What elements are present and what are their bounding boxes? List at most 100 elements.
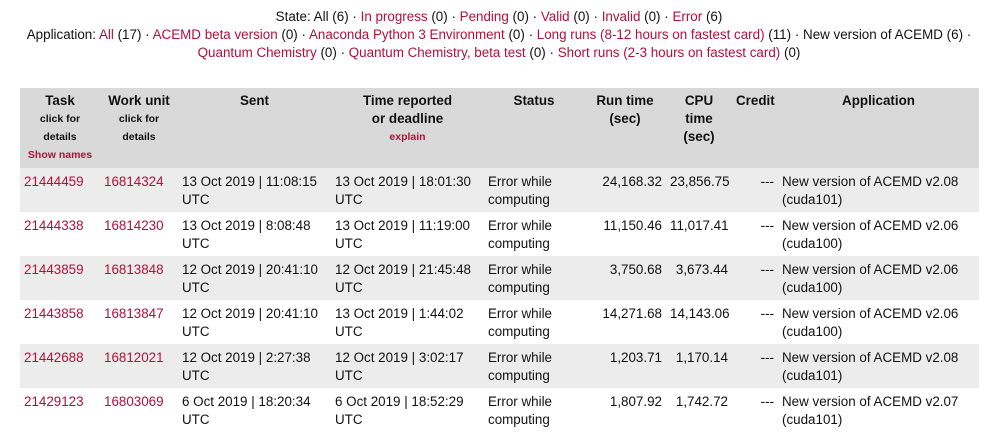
sent-column-header: Sent: [178, 88, 331, 168]
filter-option[interactable]: Quantum Chemistry: [197, 45, 317, 60]
filter-option[interactable]: All: [98, 27, 114, 42]
workunit-id-link[interactable]: 16803069: [104, 394, 164, 409]
filter-count: (0): [281, 27, 298, 42]
filter-option[interactable]: Anaconda Python 3 Environment: [308, 27, 505, 42]
workunit-id-link[interactable]: 16813848: [104, 262, 164, 277]
status-text: Error while: [488, 174, 552, 189]
application-name: New version of ACEMD v2.08: [782, 174, 959, 189]
task-id-link[interactable]: 21443859: [24, 262, 84, 277]
table-cell: Error while computing: [484, 300, 584, 344]
application-name: New version of ACEMD v2.07: [782, 394, 959, 409]
status-text: Error while: [488, 350, 552, 365]
status-text-cont: computing: [488, 368, 550, 383]
sent-tz: UTC: [182, 236, 210, 251]
state-filter-label: State:: [275, 9, 311, 24]
credit-header-label: Credit: [736, 93, 775, 108]
table-cell: Error while computing: [484, 388, 584, 432]
application-filter-label: Application:: [26, 27, 96, 42]
explain-link[interactable]: explain: [389, 131, 426, 143]
table-cell: 12 Oct 2019 | 20:41:10 UTC: [178, 256, 331, 300]
table-cell: 13 Oct 2019 | 1:44:02 UTC: [331, 300, 484, 344]
workunit-id-link[interactable]: 16814324: [104, 174, 164, 189]
show-names-link[interactable]: Show names: [27, 149, 93, 161]
status-text: Error while: [488, 218, 552, 233]
reported-time: 13 Oct 2019 | 1:44:02: [335, 306, 464, 321]
cpu-time-value: 1,170.14: [675, 350, 728, 365]
filter-option[interactable]: Short runs (2-3 hours on fastest card): [557, 45, 781, 60]
application-plan: (cuda100): [782, 280, 843, 295]
reported-header-line1: Time reported: [362, 93, 453, 108]
reported-time: 6 Oct 2019 | 18:52:29: [335, 394, 464, 409]
application-name: New version of ACEMD v2.08: [782, 350, 959, 365]
sent-tz: UTC: [182, 280, 210, 295]
filter-count: (0): [644, 9, 661, 24]
sent-time: 13 Oct 2019 | 11:08:15: [182, 174, 318, 189]
table-cell: New version of ACEMD v2.08 (cuda101): [778, 168, 979, 212]
reported-time: 12 Oct 2019 | 3:02:17: [335, 350, 464, 365]
table-cell: 16803069: [100, 388, 178, 432]
run-time-value: 1,807.92: [609, 394, 662, 409]
table-cell: 21443859: [20, 256, 100, 300]
workunit-header-sub2: details: [122, 131, 156, 143]
filter-option[interactable]: Long runs (8-12 hours on fastest card): [536, 27, 765, 42]
filter-separator: ·: [532, 9, 538, 24]
table-cell: 16812021: [100, 344, 178, 388]
workunit-id-link[interactable]: 16814230: [104, 218, 164, 233]
reported-tz: UTC: [335, 412, 363, 427]
table-cell: Error while computing: [484, 212, 584, 256]
filter-count: (6): [332, 9, 349, 24]
task-column-header: Task click for details Show names: [20, 88, 100, 168]
table-cell: 21444459: [20, 168, 100, 212]
filter-separator: ·: [451, 9, 456, 24]
status-header-label: Status: [513, 93, 555, 108]
table-cell: 13 Oct 2019 | 11:19:00 UTC: [331, 212, 484, 256]
filter-separator: ·: [593, 9, 598, 24]
application-name: New version of ACEMD v2.06: [782, 218, 959, 233]
filter-count: (6): [946, 27, 964, 42]
task-id-link[interactable]: 21429123: [24, 394, 84, 409]
task-header-sub2: details: [43, 131, 77, 143]
status-column-header: Status: [484, 88, 584, 168]
filter-separator: ·: [664, 9, 669, 24]
filter-option[interactable]: Pending: [459, 9, 509, 24]
table-cell: 12 Oct 2019 | 2:27:38 UTC: [178, 344, 331, 388]
table-cell: 13 Oct 2019 | 11:08:15 UTC: [178, 168, 331, 212]
workunit-id-link[interactable]: 16813847: [104, 306, 164, 321]
table-cell: 1,742.72: [666, 388, 732, 432]
table-cell: 3,673.44: [666, 256, 732, 300]
filter-option[interactable]: Valid: [540, 9, 570, 24]
task-id-link[interactable]: 21442688: [24, 350, 84, 365]
table-cell: New version of ACEMD v2.06 (cuda100): [778, 300, 979, 344]
table-cell: 1,170.14: [666, 344, 732, 388]
sent-tz: UTC: [182, 412, 210, 427]
filter-option[interactable]: Quantum Chemistry, beta test: [348, 45, 526, 60]
table-row: 21444459 16814324 13 Oct 2019 | 11:08:15 UT…: [20, 168, 979, 212]
workunit-header-label: Work unit: [108, 93, 170, 108]
cpu-time-value: 1,742.72: [675, 394, 728, 409]
reported-tz: UTC: [335, 236, 363, 251]
table-cell: 23,856.75: [666, 168, 732, 212]
table-cell: ---: [732, 300, 778, 344]
table-cell: 21443858: [20, 300, 100, 344]
filter-separator: ·: [352, 9, 357, 24]
state-filter-items: All (6) · In progress (0) · Pending (0) …: [314, 9, 723, 24]
table-body: 21444459 16814324 13 Oct 2019 | 11:08:15 UT…: [20, 168, 979, 432]
table-cell: Error while computing: [484, 344, 584, 388]
status-text-cont: computing: [488, 192, 550, 207]
filter-option[interactable]: ACEMD beta version: [152, 27, 278, 42]
filter-option[interactable]: In progress: [360, 9, 428, 24]
workunit-id-link[interactable]: 16812021: [104, 350, 164, 365]
status-text-cont: computing: [488, 412, 550, 427]
reported-tz: UTC: [335, 280, 363, 295]
filter-option[interactable]: Invalid: [601, 9, 641, 24]
application-plan: (cuda101): [782, 368, 843, 383]
task-id-link[interactable]: 21444338: [24, 218, 84, 233]
task-id-link[interactable]: 21444459: [24, 174, 84, 189]
table-row: 21429123 16803069 6 Oct 2019 | 18:20:34 UTC…: [20, 388, 979, 432]
reported-time: 13 Oct 2019 | 18:01:30: [335, 174, 471, 189]
table-cell: 24,168.32: [584, 168, 666, 212]
application-filter-items: All (17) · ACEMD beta version (0) · Anac…: [99, 27, 971, 42]
filter-option[interactable]: Error: [672, 9, 703, 24]
task-id-link[interactable]: 21443858: [24, 306, 84, 321]
state-filter-line: State: All (6) · In progress (0) · Pendi…: [0, 8, 998, 26]
